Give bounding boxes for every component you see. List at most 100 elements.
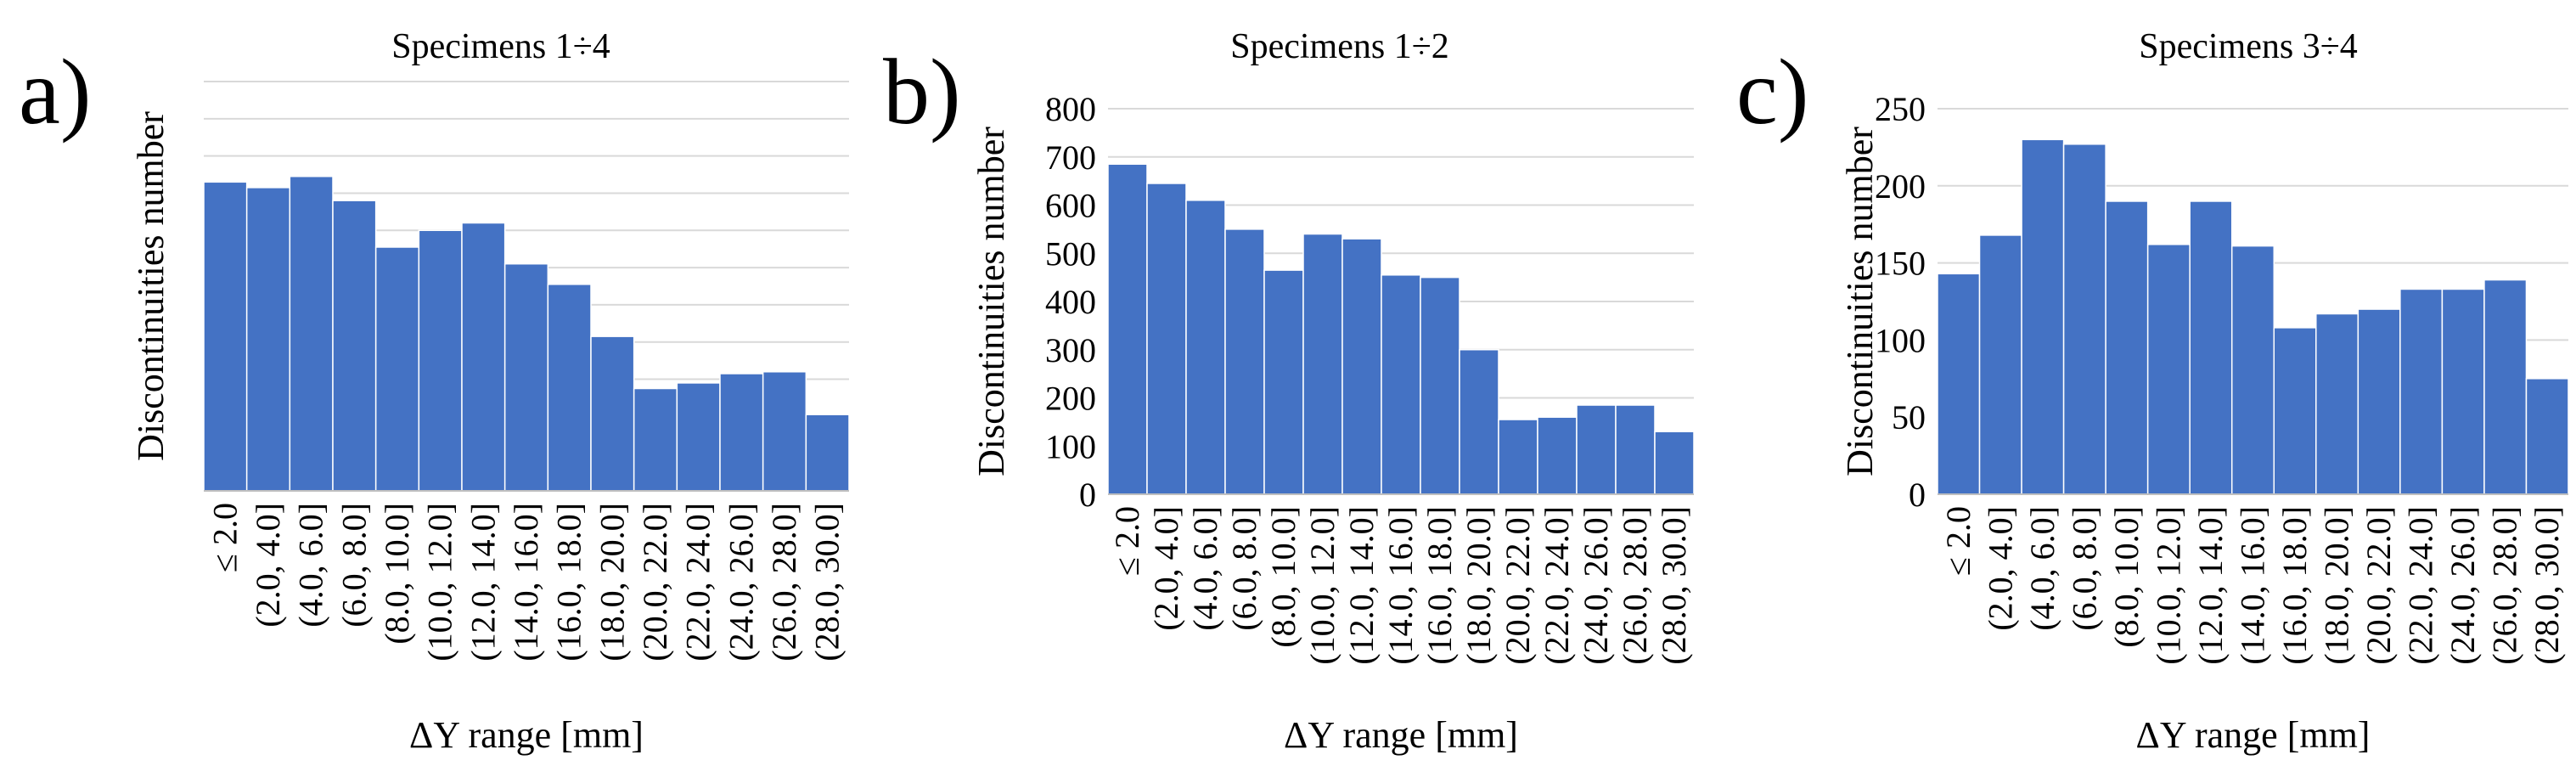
x-tick-label-c: (18.0, 20.0] xyxy=(2318,506,2356,665)
x-axis-title-b: ΔY range [mm] xyxy=(1284,714,1518,756)
panel-label-b: b) xyxy=(883,40,961,144)
y-tick-label-c: 250 xyxy=(1875,90,1926,128)
bar-a xyxy=(245,187,291,492)
bar-a xyxy=(461,222,506,492)
y-tick-label-b: 500 xyxy=(1045,234,1096,273)
x-tick-label-a: (10.0, 12.0] xyxy=(421,503,459,662)
chart-title-a: Specimens 1÷4 xyxy=(391,27,610,66)
bar-c xyxy=(2062,144,2106,495)
x-tick-label-b: ≤ 2.0 xyxy=(1108,506,1146,576)
bar-a xyxy=(547,284,592,492)
y-tick-label-b: 100 xyxy=(1045,427,1096,465)
chart-title-c: Specimens 3÷4 xyxy=(2139,27,2358,66)
bar-b xyxy=(1615,404,1656,495)
x-tick-label-b: (2.0, 4.0] xyxy=(1147,506,1185,631)
x-axis-title-a: ΔY range [mm] xyxy=(409,714,644,756)
x-tick-label-c: (28.0, 30.0] xyxy=(2528,506,2566,665)
bar-b xyxy=(1381,274,1421,495)
x-tick-label-a: (28.0, 30.0] xyxy=(808,503,846,662)
chart-panel-c: c) Specimens 3÷4 0 50 100 150 200 250 ≤ 2.0 (2.0,… xyxy=(1736,27,2569,756)
bar-c xyxy=(2357,308,2401,495)
x-tick-label-a: (2.0, 4.0] xyxy=(249,503,287,628)
x-tick-label-b: (22.0, 24.0] xyxy=(1538,506,1576,665)
x-tick-label-a: ≤ 2.0 xyxy=(205,503,244,572)
x-tick-label-c: (4.0, 6.0] xyxy=(2023,506,2061,631)
chart-title-b: Specimens 1÷2 xyxy=(1230,27,1449,66)
y-tick-label-c: 0 xyxy=(1909,476,1926,514)
x-tick-label-b: (26.0, 28.0] xyxy=(1616,506,1654,665)
x-tick-label-b: (6.0, 8.0] xyxy=(1225,506,1263,631)
x-tick-label-c: (16.0, 18.0] xyxy=(2275,506,2314,665)
x-tick-label-c: (10.0, 12.0] xyxy=(2149,506,2187,665)
y-axis-title-c: Discontinuities number xyxy=(1839,127,1881,476)
x-tick-label-c: (14.0, 16.0] xyxy=(2234,506,2272,665)
bar-b xyxy=(1146,183,1187,495)
x-tick-label-c: (2.0, 4.0] xyxy=(1981,506,2019,631)
x-tick-label-b: (18.0, 20.0] xyxy=(1460,506,1498,665)
bar-c xyxy=(2105,200,2149,495)
bar-b xyxy=(1420,276,1460,495)
x-tick-label-b: (24.0, 26.0] xyxy=(1577,506,1615,665)
bar-a xyxy=(676,382,721,492)
x-tick-label-a: (8.0, 10.0] xyxy=(378,503,416,645)
x-tick-label-a: (18.0, 20.0] xyxy=(593,503,631,662)
bar-c xyxy=(2315,313,2359,495)
bar-c xyxy=(2230,245,2275,495)
bar-a xyxy=(719,373,764,492)
bar-c xyxy=(2021,138,2065,495)
bar-a xyxy=(503,262,549,492)
bar-c xyxy=(1978,234,2022,495)
x-tick-label-b: (8.0, 10.0] xyxy=(1264,506,1302,648)
bar-b xyxy=(1537,416,1578,495)
bar-c xyxy=(2441,288,2485,495)
y-tick-label-b: 600 xyxy=(1045,187,1096,225)
y-axis-title-b: Discontinuities number xyxy=(970,127,1012,476)
chart-panel-b: b) Specimens 1÷2 0 100 200 300 400 500 600 700 800… xyxy=(883,27,1695,756)
bar-c xyxy=(2483,279,2528,495)
bar-a xyxy=(332,200,377,492)
bar-b xyxy=(1576,404,1617,495)
y-tick-label-c: 200 xyxy=(1875,167,1926,206)
bar-c xyxy=(2273,327,2317,495)
y-tick-label-b: 0 xyxy=(1079,476,1096,514)
bar-a xyxy=(418,229,463,492)
bar-a xyxy=(203,181,248,492)
bar-c xyxy=(2146,244,2191,495)
x-tick-label-c: (26.0, 28.0] xyxy=(2486,506,2524,665)
bar-b xyxy=(1459,349,1499,495)
x-tick-label-a: (20.0, 22.0] xyxy=(636,503,674,662)
bar-b xyxy=(1107,163,1148,495)
x-tick-label-a: (22.0, 24.0] xyxy=(679,503,717,662)
x-tick-label-c: (6.0, 8.0] xyxy=(2065,506,2103,631)
x-tick-label-b: (20.0, 22.0] xyxy=(1499,506,1537,665)
y-tick-label-b: 800 xyxy=(1045,90,1096,128)
bar-b xyxy=(1302,233,1343,495)
bar-a xyxy=(590,335,635,492)
x-tick-label-a: (24.0, 26.0] xyxy=(722,503,760,662)
x-tick-label-a: (12.0, 14.0] xyxy=(464,503,502,662)
bar-a xyxy=(289,175,334,492)
x-tick-label-c: (22.0, 24.0] xyxy=(2402,506,2440,665)
x-tick-label-b: (12.0, 14.0] xyxy=(1342,506,1381,665)
x-tick-label-b: (10.0, 12.0] xyxy=(1303,506,1341,665)
y-tick-label-c: 100 xyxy=(1875,321,1926,359)
y-tick-label-c: 50 xyxy=(1892,398,1926,437)
y-tick-label-b: 300 xyxy=(1045,331,1096,369)
x-tick-label-b: (14.0, 16.0] xyxy=(1381,506,1420,665)
bar-a xyxy=(374,246,420,492)
x-tick-label-a: (4.0, 6.0] xyxy=(292,503,330,628)
x-tick-label-b: (4.0, 6.0] xyxy=(1186,506,1224,631)
bar-b xyxy=(1341,238,1382,495)
bar-b xyxy=(1263,269,1304,495)
x-axis-title-c: ΔY range [mm] xyxy=(2136,714,2371,756)
x-tick-label-c: (24.0, 26.0] xyxy=(2444,506,2482,665)
bar-c xyxy=(2525,378,2569,495)
bar-b xyxy=(1224,228,1265,495)
x-tick-label-a: (26.0, 28.0] xyxy=(765,503,803,662)
y-tick-label-c: 150 xyxy=(1875,245,1926,283)
x-tick-label-c: (20.0, 22.0] xyxy=(2359,506,2398,665)
bar-a xyxy=(633,387,678,492)
bar-c xyxy=(1937,273,1981,495)
bar-c xyxy=(2399,288,2444,495)
x-tick-label-a: (14.0, 16.0] xyxy=(507,503,545,662)
